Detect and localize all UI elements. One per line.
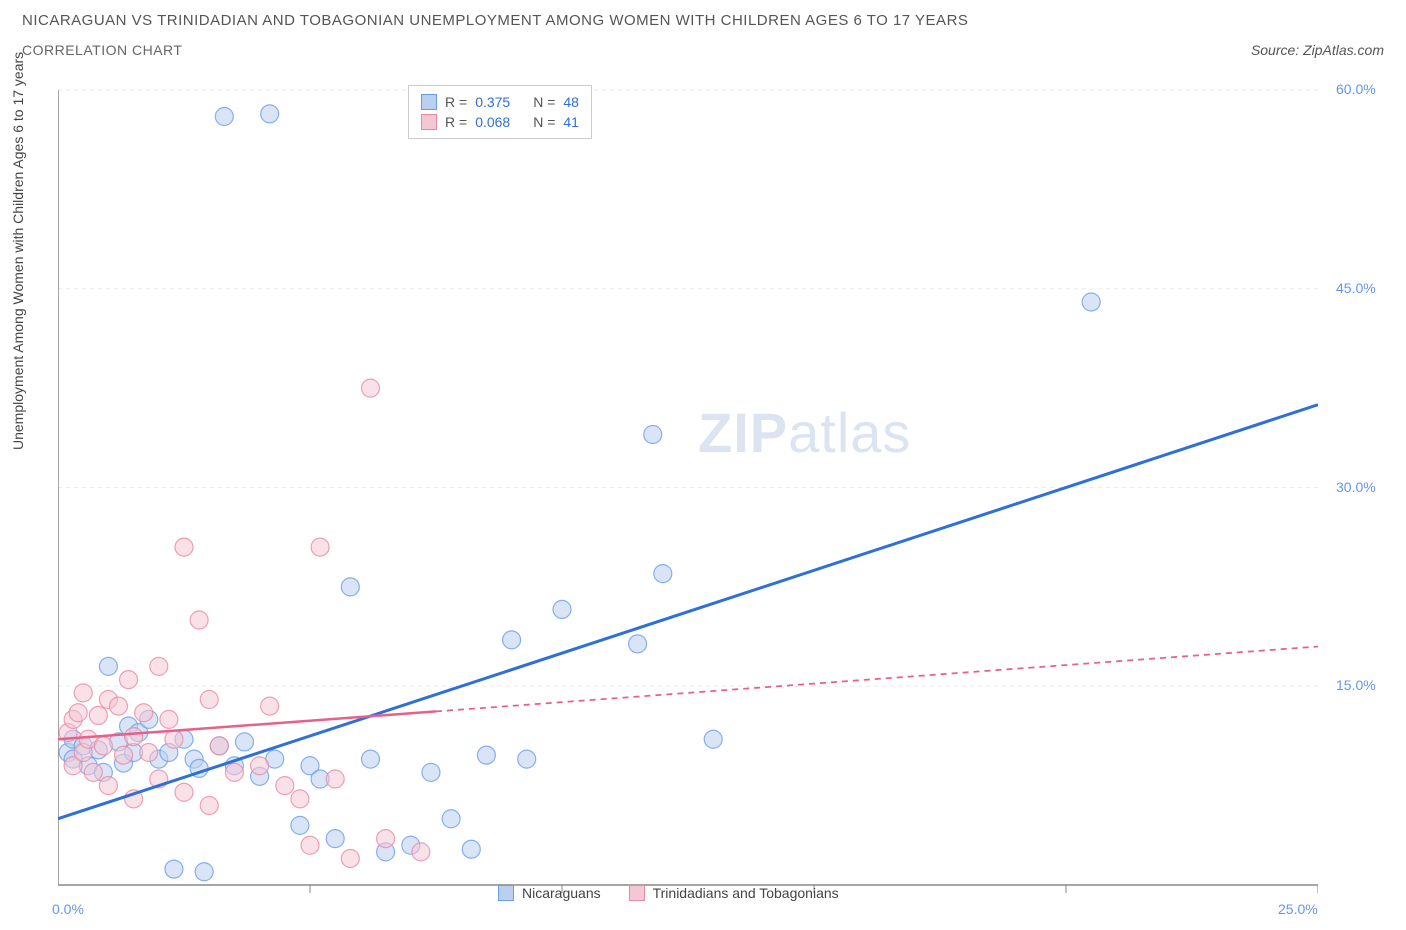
chart-subtitle: CORRELATION CHART <box>22 42 182 58</box>
legend-n-value: 41 <box>563 114 579 130</box>
x-tick-label: 0.0% <box>52 901 84 917</box>
legend-swatch <box>498 885 514 901</box>
chart-title: NICARAGUAN VS TRINIDADIAN AND TOBAGONIAN… <box>22 12 968 29</box>
y-tick-label: 15.0% <box>1336 677 1376 693</box>
legend-r-label: R = <box>445 114 467 130</box>
series-name: Nicaraguans <box>522 885 601 901</box>
legend-swatch <box>421 94 437 110</box>
legend-row: R = 0.068 N = 41 <box>421 112 579 132</box>
series-legend-item: Trinidadians and Tobagonians <box>629 885 839 901</box>
legend-row: R = 0.375 N = 48 <box>421 92 579 112</box>
legend-r-value: 0.375 <box>475 94 525 110</box>
x-tick-label: 25.0% <box>1278 901 1318 917</box>
scatter-chart: ZIPatlas R =0.375N =48R =0.068N =41 Nica… <box>58 80 1318 875</box>
chart-svg <box>58 80 1318 920</box>
series-name: Trinidadians and Tobagonians <box>653 885 839 901</box>
legend-r-label: R = <box>445 94 467 110</box>
correlation-legend: R = 0.375 N = 48 R = 0.068 N = 41 <box>408 85 592 139</box>
legend-r-value: 0.068 <box>475 114 525 130</box>
legend-n-label: N = <box>533 94 555 110</box>
y-tick-label: 60.0% <box>1336 81 1376 97</box>
legend-n-label: N = <box>533 114 555 130</box>
legend-swatch <box>421 114 437 130</box>
legend-swatch <box>629 885 645 901</box>
source-attribution: Source: ZipAtlas.com <box>1251 42 1384 58</box>
series-legend-item: Nicaraguans <box>498 885 601 901</box>
y-axis-label: Unemployment Among Women with Children A… <box>10 52 26 450</box>
series-legend: Nicaraguans Trinidadians and Tobagonians <box>498 885 839 901</box>
y-tick-label: 30.0% <box>1336 479 1376 495</box>
y-tick-label: 45.0% <box>1336 280 1376 296</box>
legend-n-value: 48 <box>563 94 579 110</box>
